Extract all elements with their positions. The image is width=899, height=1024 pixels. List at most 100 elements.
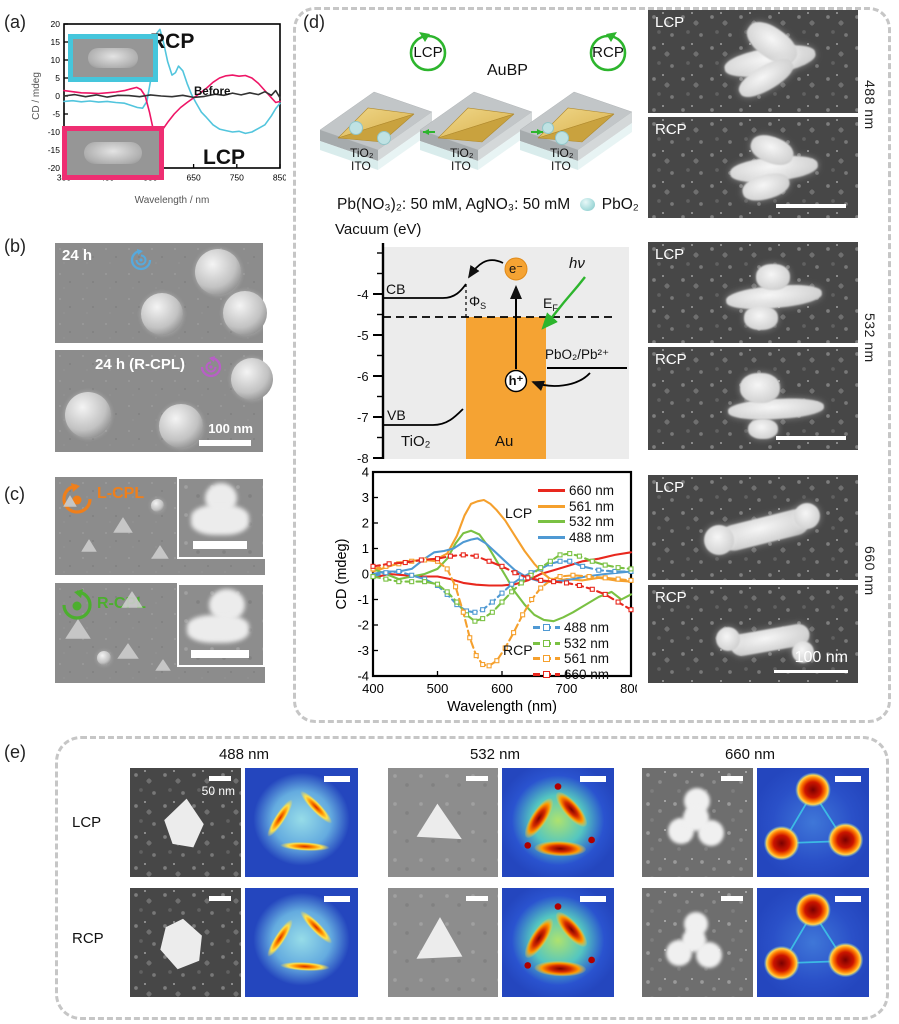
hole-label: h⁺ <box>508 373 524 388</box>
legend-lcp: 660 nm 561 nm 532 nm 488 nm <box>538 483 614 545</box>
nanotriangle <box>81 539 97 552</box>
fermi-label: EF <box>543 295 558 313</box>
scale-bar-label: 50 nm <box>201 784 235 798</box>
particle <box>704 525 734 555</box>
svg-text:600: 600 <box>491 681 513 696</box>
svg-text:15: 15 <box>51 37 61 47</box>
svg-text:-2: -2 <box>357 618 369 633</box>
svg-text:-3: -3 <box>357 643 369 658</box>
panel-e-box <box>55 736 889 1020</box>
solution-text: Pb(NO₃)₂: 50 mM, AgNO₃: 50 mM <box>337 196 571 213</box>
hv-label: hν <box>569 255 585 272</box>
scale-bar <box>324 896 350 902</box>
column-header-532: 532 nm <box>469 746 521 763</box>
slab3-ito-label: ITO <box>551 159 571 173</box>
simulation-532-lcp <box>502 768 614 877</box>
vb-label: VB <box>387 407 406 423</box>
sem-label: RCP <box>655 589 687 606</box>
svg-text:500: 500 <box>427 681 449 696</box>
nanoparticle <box>223 291 267 335</box>
svg-text:-1: -1 <box>357 592 369 607</box>
slab2-tio2-label: TiO₂ <box>450 146 474 160</box>
scale-bar-label: 100 nm <box>794 649 848 666</box>
rotation-icon-orange <box>62 483 92 514</box>
tick-label: -6 <box>357 369 369 384</box>
svg-text:700: 700 <box>556 681 578 696</box>
nanorod-image <box>84 141 142 165</box>
simulation-660-rcp <box>757 888 869 997</box>
simulation-660-lcp <box>757 768 869 877</box>
pbo2-label: PbO₂ <box>601 196 639 213</box>
particle-blob <box>187 615 249 643</box>
nanoparticle <box>97 651 111 665</box>
particle-blob <box>160 918 202 970</box>
panel-d-box <box>293 7 891 723</box>
simulation-488-rcp <box>245 888 358 997</box>
svg-text:2: 2 <box>362 516 369 531</box>
particle <box>756 264 790 290</box>
particle <box>744 306 778 330</box>
trilobe-particle <box>668 788 728 852</box>
slab1-tio2-label: TiO₂ <box>350 146 374 160</box>
energy-diagram-graphics <box>373 243 629 459</box>
particle-blob <box>416 803 462 840</box>
svg-text:-15: -15 <box>48 145 61 155</box>
sem-image-24h: 24 h <box>55 243 267 343</box>
scale-bar <box>580 896 606 902</box>
panel-b-label: (b) <box>4 236 26 256</box>
svg-text:CD / mdeg: CD / mdeg <box>31 72 42 120</box>
wavelength-label-660: 660 nm <box>862 546 878 596</box>
aubp-label: AuBP <box>487 62 528 79</box>
cpl-spiral-icon-purple <box>200 356 222 378</box>
scale-bar <box>835 776 861 782</box>
svg-text:CD (mdeg): CD (mdeg) <box>335 539 350 610</box>
trilobe-particle <box>666 912 726 974</box>
nanorod-image <box>88 48 138 68</box>
svg-text:0: 0 <box>55 91 60 101</box>
nanoparticle <box>159 404 203 448</box>
sem-532-lcp: LCP <box>648 242 858 343</box>
lcp-circle-label: LCP <box>413 44 443 61</box>
nanotriangle <box>117 643 139 659</box>
scale-bar <box>466 776 488 781</box>
legend-rcp-title: RCP <box>503 642 533 658</box>
scale-bar <box>466 896 488 901</box>
svg-text:-4: -4 <box>357 669 369 684</box>
panel-d-label: (d) <box>303 12 325 32</box>
energy-band-diagram: Vacuum (eV) <box>335 221 637 466</box>
sem-e-660-rcp <box>642 888 753 997</box>
sem-488-rcp: RCP <box>648 117 858 218</box>
svg-text:-20: -20 <box>48 163 61 173</box>
column-header-660: 660 nm <box>724 746 776 763</box>
svg-text:1: 1 <box>362 541 369 556</box>
legend-rcp: 488 nm 532 nm 561 nm 660 nm <box>533 620 609 682</box>
row-label-lcp: LCP <box>72 814 102 831</box>
scale-bar <box>193 541 247 549</box>
solution-conditions: Pb(NO₃)₂: 50 mM, AgNO₃: 50 mM PbO₂ <box>337 196 639 214</box>
legend-lcp-title: LCP <box>505 505 533 521</box>
cb-label: CB <box>386 281 406 297</box>
sem-inset <box>177 477 265 559</box>
sem-label: LCP <box>655 246 685 263</box>
nanoparticle <box>151 499 164 512</box>
particle-blob <box>416 917 463 959</box>
svg-text:850: 850 <box>273 173 286 183</box>
sem-532-rcp: RCP <box>648 347 858 450</box>
rcp-circle-arrow-icon <box>589 32 627 72</box>
svg-text:750: 750 <box>230 173 244 183</box>
cpl-caption: L-CPL <box>97 485 145 502</box>
scale-bar-label: 100 nm <box>208 421 253 436</box>
nanotriangle <box>155 659 171 671</box>
nanotriangle <box>151 545 169 559</box>
panel-a-label: (a) <box>4 12 26 32</box>
nanoparticle <box>65 392 111 438</box>
wavelength-label-488: 488 nm <box>862 80 878 130</box>
particle <box>716 627 740 651</box>
rotation-icon-green <box>62 589 92 620</box>
annotation-lcp: LCP <box>203 146 245 169</box>
wavelength-label-532: 532 nm <box>862 313 878 363</box>
svg-text:-5: -5 <box>52 109 60 119</box>
scale-bar <box>209 896 231 901</box>
sem-image-24h-rcpl: 24 h (R-CPL) 100 nm <box>55 350 273 452</box>
